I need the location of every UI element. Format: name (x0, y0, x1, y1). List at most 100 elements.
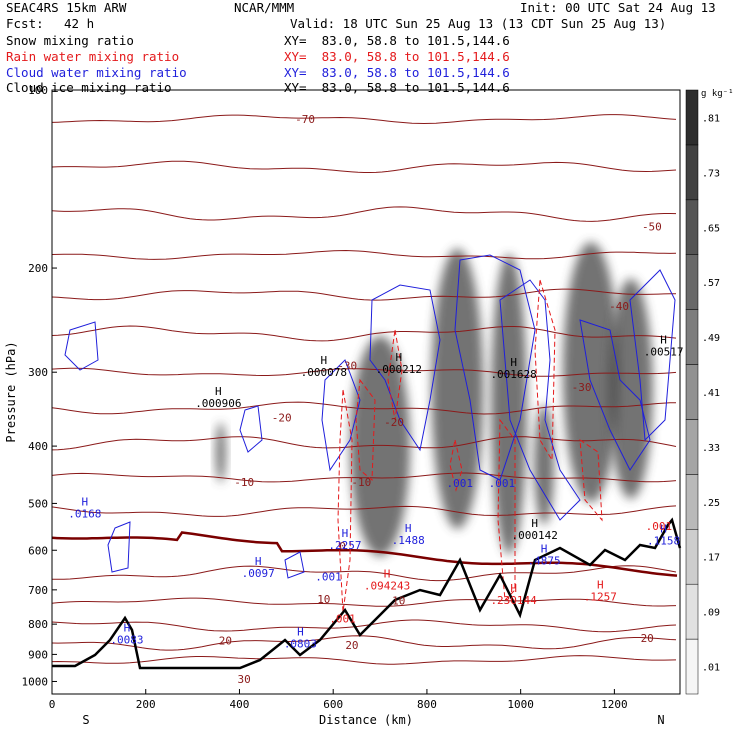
maximum-value: .000078 (301, 366, 347, 379)
temperature-label: -20 (272, 412, 292, 425)
left-endpoint-label: S (82, 713, 89, 727)
maximum-value: .001628 (490, 368, 536, 381)
cloud-contour-3 (579, 319, 651, 471)
maximum-value: .000142 (512, 529, 558, 542)
colorbar-label: .09 (702, 608, 720, 619)
colorbar-swatch (685, 529, 699, 585)
isotherm-8 (51, 436, 677, 451)
colorbar-swatch (685, 583, 699, 640)
colorbar-label: .41 (702, 388, 720, 399)
colorbar-label: .57 (702, 278, 720, 289)
field-name-snow: Snow mixing ratio (6, 33, 134, 48)
colorbar-label: .25 (702, 498, 720, 509)
colorbar-label: .65 (702, 223, 720, 234)
colorbar-label: .73 (702, 168, 720, 179)
isotherm-7 (51, 401, 677, 415)
isotherm-3 (51, 249, 677, 260)
isotherm-2 (51, 206, 677, 222)
colorbar-swatch (685, 474, 699, 530)
maximum-value: .2257 (328, 539, 361, 552)
maximum-marker: H (297, 625, 304, 638)
contour-label: .001 (329, 613, 356, 626)
maximum-value: .00517 (644, 346, 684, 359)
x-tick-label: 0 (49, 698, 56, 711)
temperature-label: -50 (642, 220, 662, 233)
cloud-contour-0 (369, 284, 441, 452)
maximum-marker: H (531, 517, 538, 530)
colorbar-swatch (685, 199, 699, 255)
temperature-label: -10 (234, 476, 254, 489)
field-xy-rain: XY= 83.0, 58.8 to 101.5,144.6 (284, 49, 510, 64)
maximum-value: .230144 (490, 594, 537, 607)
contour-label: .001 (489, 477, 516, 490)
axes: 0 200 400 600 800 1000 12001002003004005006007… (4, 84, 665, 727)
y-tick-label: 800 (28, 618, 48, 631)
y-tick-label: 900 (28, 648, 48, 661)
y-tick-label: 300 (28, 366, 48, 379)
maximum-marker: H (597, 578, 604, 591)
forecast-hours: 42 h (64, 16, 95, 31)
contour-label: .001 (446, 477, 473, 490)
colorbar: .01 .09 .17 .25 .33 .41 .49 .57 .65 .73 .81 g kg⁻¹ (685, 89, 734, 695)
x-tick-label: 200 (136, 698, 156, 711)
maximum-marker: H (321, 354, 328, 367)
snow-cell-1 (431, 248, 484, 529)
maximum-marker: H (541, 542, 548, 555)
cloud-contour-2 (499, 279, 581, 521)
isotherm-15 (51, 655, 677, 665)
maximum-marker: H (510, 356, 517, 369)
maximum-value: .0083 (110, 634, 143, 647)
snow-shading (215, 242, 653, 557)
maximum-value: .0168 (68, 507, 101, 520)
maximum-value: .1488 (392, 534, 425, 547)
maximum-value: .1257 (584, 590, 617, 603)
snow-cell-6 (215, 422, 226, 483)
y-tick-label: 500 (28, 497, 48, 510)
colorbar-label: .81 (702, 113, 720, 124)
cloud-contour-5 (64, 321, 99, 371)
temperature-label: 20 (345, 639, 358, 652)
maximum-marker: H (660, 523, 667, 536)
freezing-level (51, 531, 678, 577)
isotherm-9 (51, 472, 677, 483)
maximum-marker: H (660, 334, 667, 347)
isotherm-14 (51, 635, 677, 651)
y-tick-label: 700 (28, 584, 48, 597)
field-name-cloud-ice: Cloud ice mixing ratio (6, 80, 172, 95)
isotherm-4 (51, 288, 676, 301)
temperature-label: 10 (317, 593, 330, 606)
plot-border (51, 89, 681, 695)
cloud-contour-8 (284, 551, 305, 579)
isotherm-1 (51, 160, 677, 173)
colorbar-label: .17 (702, 553, 720, 564)
x-tick-label: 600 (323, 698, 343, 711)
isotherm-12 (51, 597, 677, 607)
temperature-label: 20 (219, 634, 232, 647)
colorbar-label: .33 (702, 443, 720, 454)
temperature-label: -30 (572, 381, 592, 394)
y-tick-label: 400 (28, 440, 48, 453)
cloud-contour-6 (239, 405, 263, 453)
colorbar-swatch (685, 419, 699, 475)
rain-water-contours (337, 279, 603, 613)
field-xy-snow: XY= 83.0, 58.8 to 101.5,144.6 (284, 33, 510, 48)
temperature-label: 10 (392, 595, 405, 608)
isotherm-13 (51, 619, 677, 633)
colorbar-label: .01 (702, 663, 720, 674)
plot-frame (51, 89, 681, 695)
maximum-value: .094243 (364, 579, 410, 592)
temperature-label: -70 (295, 113, 315, 126)
cloud-contour-7 (107, 521, 131, 573)
maximum-marker: H (405, 522, 412, 535)
temperature-contours (51, 114, 677, 665)
colorbar-swatch (685, 89, 699, 146)
y-tick-label: 1000 (22, 675, 49, 688)
rain-contour-3 (534, 279, 556, 462)
snow-cell-4 (608, 278, 653, 499)
maximum-value: .000212 (376, 363, 422, 376)
temperature-label: 20 (641, 632, 654, 645)
rain-contour-1 (355, 378, 376, 482)
rain-contour-4 (579, 439, 603, 522)
cloud-contour-1 (454, 254, 536, 481)
maximum-value: .0803 (284, 637, 317, 650)
